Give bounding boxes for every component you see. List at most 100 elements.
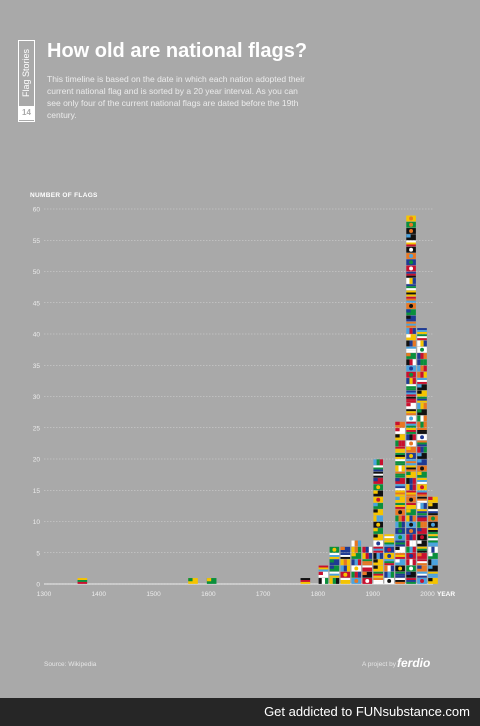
y-tick-label: 30 [33,394,41,401]
flag-cell [428,521,438,528]
x-tick-label: 1300 [37,591,52,598]
flag-cell [406,259,416,266]
flag-cell [417,465,427,472]
flag-cell [395,440,405,447]
flag-cell [362,559,373,566]
flag-cell [395,509,405,516]
flag-cell [362,578,373,584]
flag-cell [395,521,405,528]
flag-cell [384,553,394,559]
flag-cell [417,471,427,478]
flag-cell [395,559,405,566]
flag-cell [351,571,362,578]
flag-cell [428,559,438,566]
page-subtitle: This timeline is based on the date in wh… [47,74,305,120]
flag-cell [417,328,427,334]
flag-cell [417,396,427,403]
flag-cell [395,528,405,534]
y-tick-label: 55 [33,238,41,245]
flag-cell [373,540,384,547]
flag-cell [417,434,427,441]
site-footer-text[interactable]: Get addicted to FUNsubstance.com [264,704,470,719]
flag-cell [406,565,416,572]
flag-cell [318,571,329,578]
flag-cell [406,515,416,522]
flag-cell [395,465,405,472]
flag-cell [206,578,217,584]
flag-cell [417,546,427,553]
flag-cell [351,565,362,572]
flag-cell [406,440,416,447]
flag-cell [373,471,384,478]
flag-cell [417,496,427,503]
flag-cell [417,440,427,447]
ferdio-logo: ferdio [397,656,431,670]
flag-cell [406,484,416,491]
flag-cell [428,553,438,559]
flag-cell [373,559,384,566]
flag-cell [406,271,416,278]
flag-cell [406,459,416,466]
flag-cell [395,546,405,553]
x-tick-label: 1400 [92,591,107,598]
x-tick-label: 1600 [201,591,216,598]
flag-cell [340,571,351,578]
flag-cell [406,571,416,578]
flag-cell [406,471,416,478]
flag-cell [428,571,438,578]
flag-cell [406,409,416,416]
flag-cell [329,571,340,578]
flag-cell [417,353,427,359]
flag-cell [351,540,362,547]
x-tick-label: 2000 [420,591,435,598]
flag-cell [417,446,427,453]
y-tick-label: 15 [33,488,41,495]
flag-cell [406,215,416,222]
flag-cell [406,546,416,553]
flag-cell [406,478,416,484]
flag-cell [417,515,427,522]
series-number: 14 [19,106,34,120]
flag-cell [428,509,438,516]
flag-cell [406,346,416,353]
flag-cell [373,578,384,584]
flag-cell [417,365,427,372]
flag-cell [417,390,427,397]
y-tick-label: 40 [33,332,41,339]
flag-cell [417,428,427,434]
flag-cell [406,284,416,291]
flag-cell [406,228,416,234]
flag-cell [406,553,416,559]
flag-cell [340,559,351,566]
flag-cell [417,490,427,497]
flag-cell [406,334,416,341]
flag-cell [428,534,438,541]
flag-cell [329,546,340,553]
flag-cell [340,553,351,559]
flag-cell [417,334,427,341]
x-tick-label: 1800 [311,591,326,598]
flag-cell [395,453,405,459]
flag-cell [395,478,405,484]
flag-cell [417,384,427,391]
flag-cell [395,553,405,559]
flag-cell [384,546,394,553]
flag-cell [428,546,438,553]
flag-cell [406,578,416,584]
flag-cell [428,578,438,584]
flag-cell [340,578,351,584]
flag-cell [417,578,427,584]
flag-cell [373,484,384,491]
flag-cell [395,428,405,434]
flag-cell [373,515,384,522]
flag-cell [417,553,427,559]
flag-cell [417,528,427,534]
flag-cell [406,540,416,547]
flag-cell [395,503,405,509]
flag-cell [395,534,405,541]
flag-cell [417,415,427,422]
flag-cell [395,540,405,547]
x-tick-label: 1500 [146,591,161,598]
flag-cell [406,340,416,347]
flag-cell [417,453,427,459]
